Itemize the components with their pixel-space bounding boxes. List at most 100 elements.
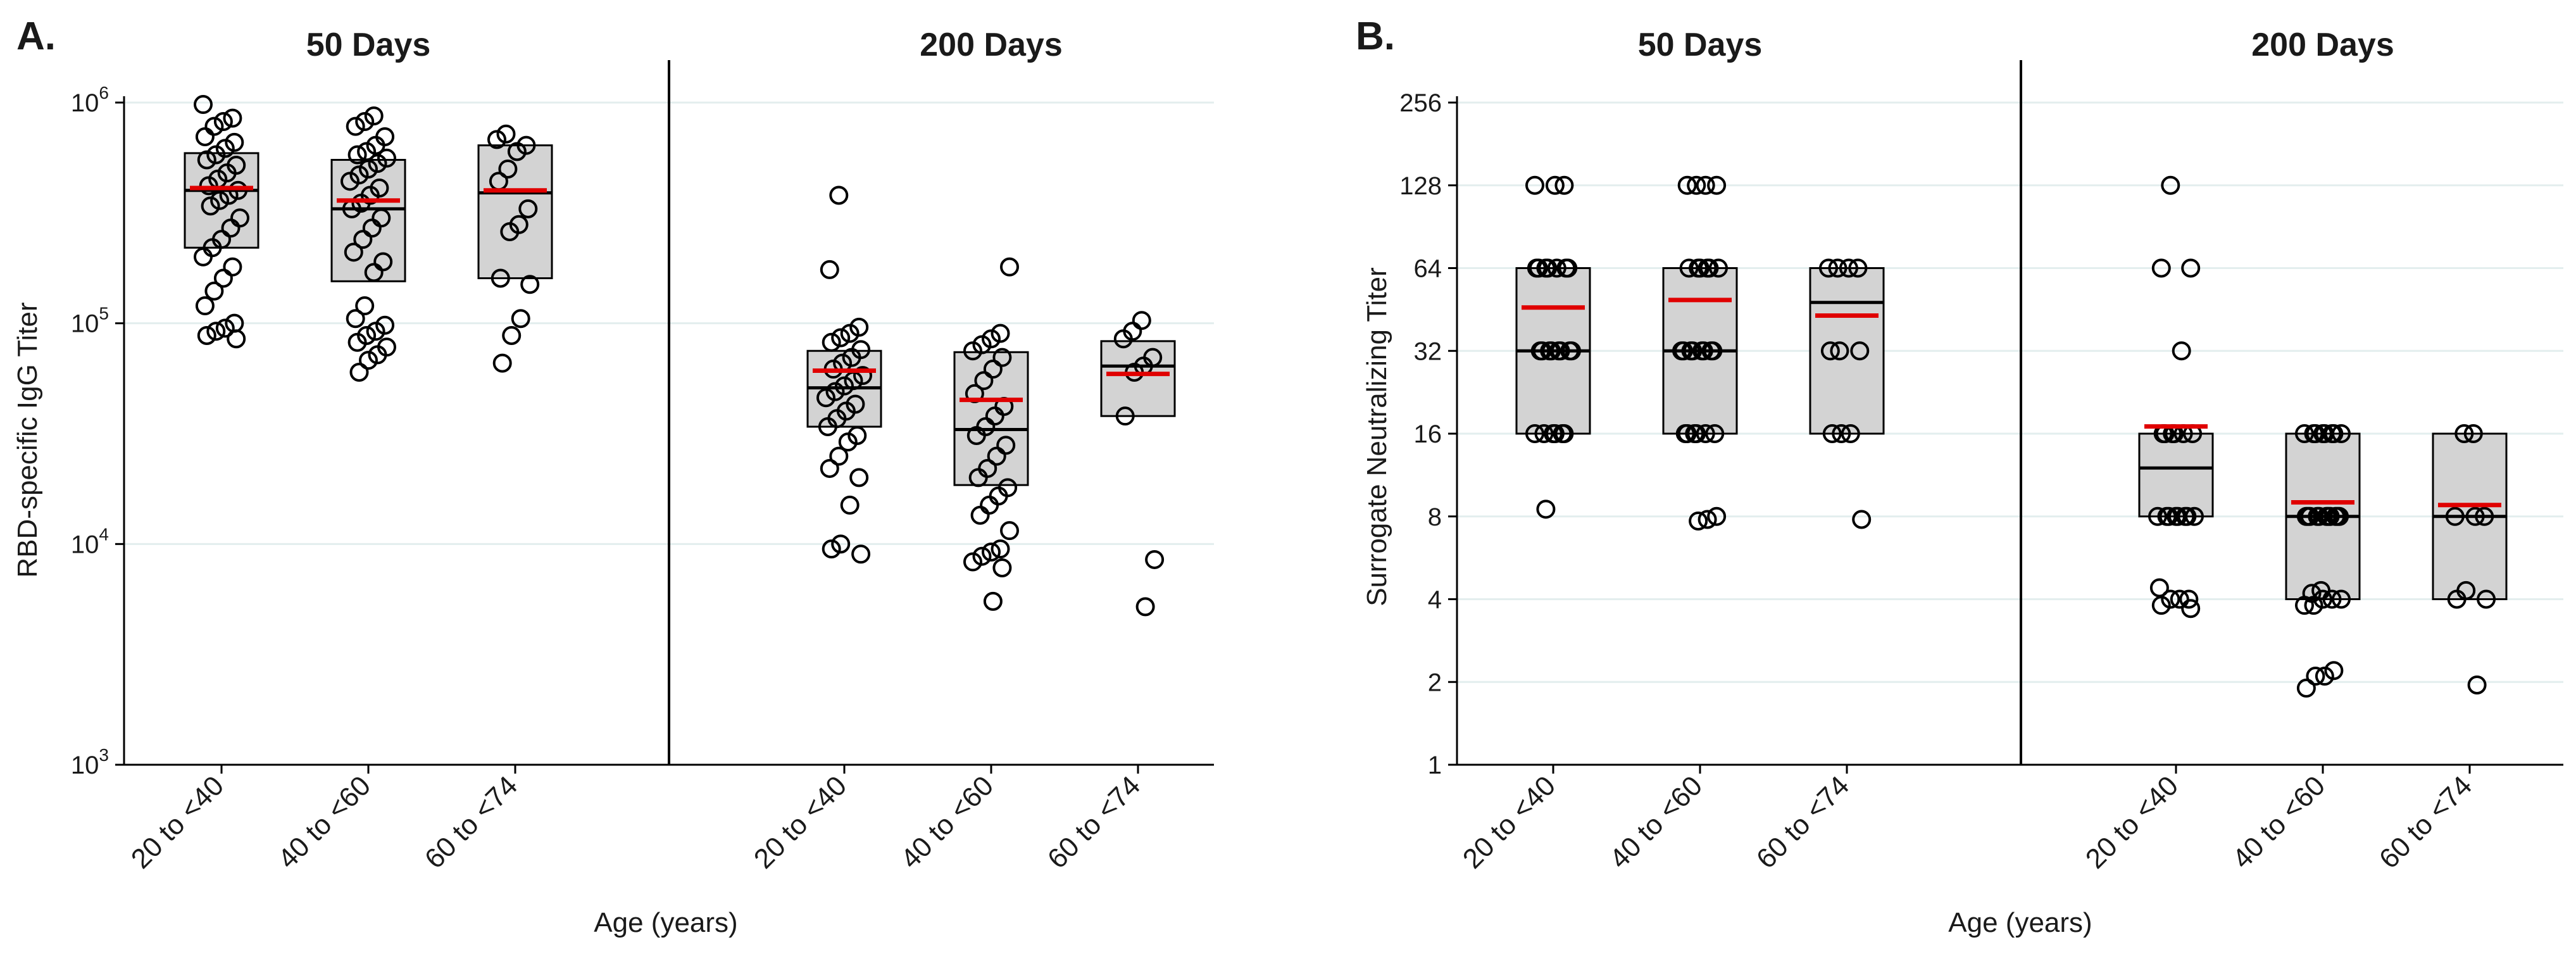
data-point [227, 329, 246, 349]
y-tick-label: 16 [1414, 420, 1442, 448]
data-point [368, 345, 387, 365]
data-point [982, 542, 1001, 562]
data-point [1558, 258, 1578, 278]
data-point [1687, 424, 1706, 443]
x-tick-label: 20 to <40 [125, 770, 230, 874]
data-point [359, 351, 378, 370]
data-point [1691, 258, 1710, 278]
data-point [2295, 596, 2314, 615]
data-point [970, 505, 990, 525]
data-point [1819, 258, 1838, 278]
data-point [980, 495, 999, 515]
data-point [1707, 506, 1727, 526]
data-point [223, 257, 242, 277]
y-tick-label: 256 [1399, 89, 1442, 117]
data-point [820, 458, 839, 478]
data-point [1542, 341, 1561, 361]
data-point [1000, 521, 1019, 541]
y-tick-label: 8 [1428, 503, 1442, 531]
data-point [373, 252, 393, 272]
data-point [1679, 258, 1699, 278]
y-tick-label: 4 [1428, 586, 1442, 614]
data-point [206, 145, 226, 165]
data-point [835, 376, 854, 396]
data-point [492, 353, 512, 373]
data-point [831, 534, 851, 554]
data-point [194, 247, 213, 267]
panel-a-x-axis-title: Age (years) [594, 907, 737, 938]
data-point [1689, 511, 1708, 531]
data-point [2324, 424, 2344, 443]
data-point [983, 360, 1003, 379]
data-point [2477, 589, 2496, 609]
data-point [2148, 506, 2167, 526]
data-point [1673, 341, 1693, 361]
data-point [840, 323, 860, 343]
data-point [853, 366, 872, 386]
y-tick-label: 106 [71, 83, 109, 117]
data-point [1545, 175, 1565, 195]
data-point [2320, 506, 2340, 526]
data-point [355, 296, 375, 316]
data-point [213, 268, 233, 288]
y-tick-label: 64 [1414, 255, 1442, 283]
data-point [851, 544, 871, 564]
data-point [368, 154, 387, 173]
data-point [992, 348, 1012, 367]
data-point [197, 150, 216, 170]
data-point [963, 552, 982, 572]
data-point [197, 326, 216, 346]
y-tick-label: 128 [1399, 172, 1442, 200]
data-point [1545, 424, 1565, 443]
data-point [213, 112, 233, 132]
data-point [487, 130, 506, 149]
data-point [228, 180, 248, 200]
x-tick-label: 20 to <40 [2080, 770, 2184, 874]
data-point [2151, 258, 2171, 278]
data-point [991, 323, 1010, 343]
data-point [511, 309, 530, 329]
panel-b-y-axis-title: Surrogate Neutralizing Titer [1361, 267, 1392, 606]
data-point [1841, 424, 1860, 443]
data-point [2172, 341, 2191, 361]
data-point [507, 142, 527, 161]
data-point [364, 263, 384, 282]
data-point [974, 371, 994, 391]
data-point [366, 322, 385, 341]
data-point [1709, 258, 1728, 278]
data-point [349, 363, 369, 382]
data-point [1135, 597, 1155, 617]
data-point [2315, 667, 2334, 686]
data-point [2454, 424, 2474, 443]
panel-b: B. 50 Days 200 Days Surrogate Neutralizi… [1356, 15, 2563, 938]
data-point [364, 106, 384, 126]
data-point [2475, 506, 2494, 526]
data-point [1687, 175, 1706, 195]
data-point [2181, 599, 2201, 619]
box-iqr [953, 351, 1029, 486]
x-tick-label: 60 to <74 [419, 770, 523, 874]
x-tick-label: 40 to <60 [272, 770, 377, 874]
data-point [2445, 506, 2465, 526]
data-point [816, 388, 835, 408]
data-point [351, 193, 371, 213]
data-point [1547, 258, 1566, 278]
data-point [2159, 506, 2179, 526]
data-point [1828, 258, 1848, 278]
data-point [1830, 341, 1849, 361]
x-tick-label: 60 to <74 [2373, 770, 2478, 874]
data-point [2300, 506, 2320, 526]
data-point [2151, 596, 2171, 615]
data-point [1551, 341, 1570, 361]
data-point [491, 268, 510, 288]
data-point [1839, 258, 1858, 278]
data-point [2177, 506, 2197, 526]
data-point [2179, 589, 2199, 609]
data-point [972, 546, 992, 566]
data-point [210, 191, 230, 210]
data-point [996, 436, 1016, 455]
data-point [1145, 550, 1165, 569]
data-point [195, 127, 215, 147]
data-point [223, 108, 242, 128]
